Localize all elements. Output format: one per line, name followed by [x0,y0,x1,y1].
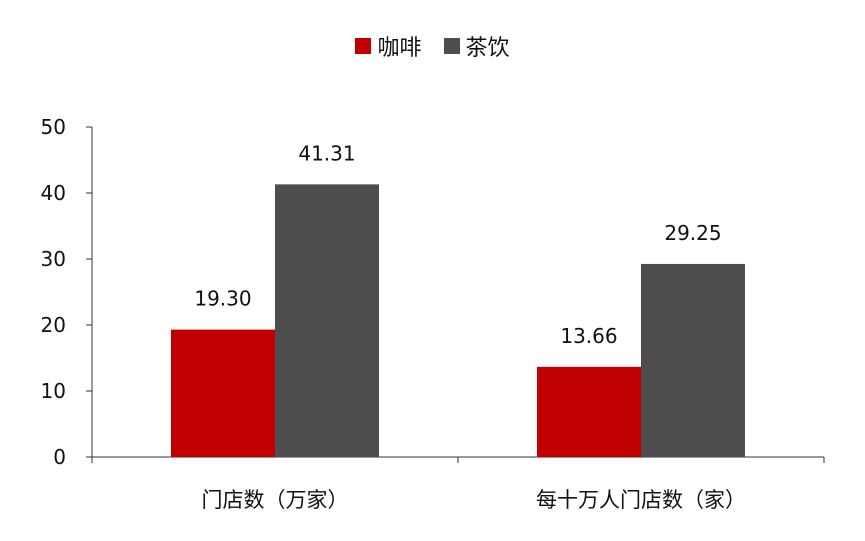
bar-coffee [171,329,275,457]
bars [171,184,745,457]
x-category-label: 每十万人门店数（家） [536,488,746,512]
y-tick-label: 50 [41,115,66,139]
legend-item-coffee: 咖啡 [355,30,422,62]
data-label: 41.31 [298,141,355,165]
bar-tea [275,184,379,457]
y-tick-label: 10 [41,379,66,403]
y-tick-label: 0 [53,445,66,469]
legend: 咖啡 茶饮 [0,30,865,62]
data-label: 29.25 [664,221,721,245]
y-tick-label: 20 [41,313,66,337]
legend-label-tea: 茶饮 [465,36,510,61]
data-label: 13.66 [560,324,617,348]
data-label: 19.30 [194,287,251,311]
bar-tea [641,263,745,457]
y-tick-label: 30 [41,247,66,271]
legend-swatch-tea [443,38,460,54]
y-tick-label: 40 [41,181,66,205]
x-category-label: 门店数（万家） [202,488,349,512]
legend-item-tea: 茶饮 [443,30,510,62]
data-labels: 19.30 41.31 13.66 29.25 [194,141,721,347]
legend-label-coffee: 咖啡 [377,36,422,61]
legend-swatch-coffee [355,38,372,54]
bar-coffee [537,366,641,457]
